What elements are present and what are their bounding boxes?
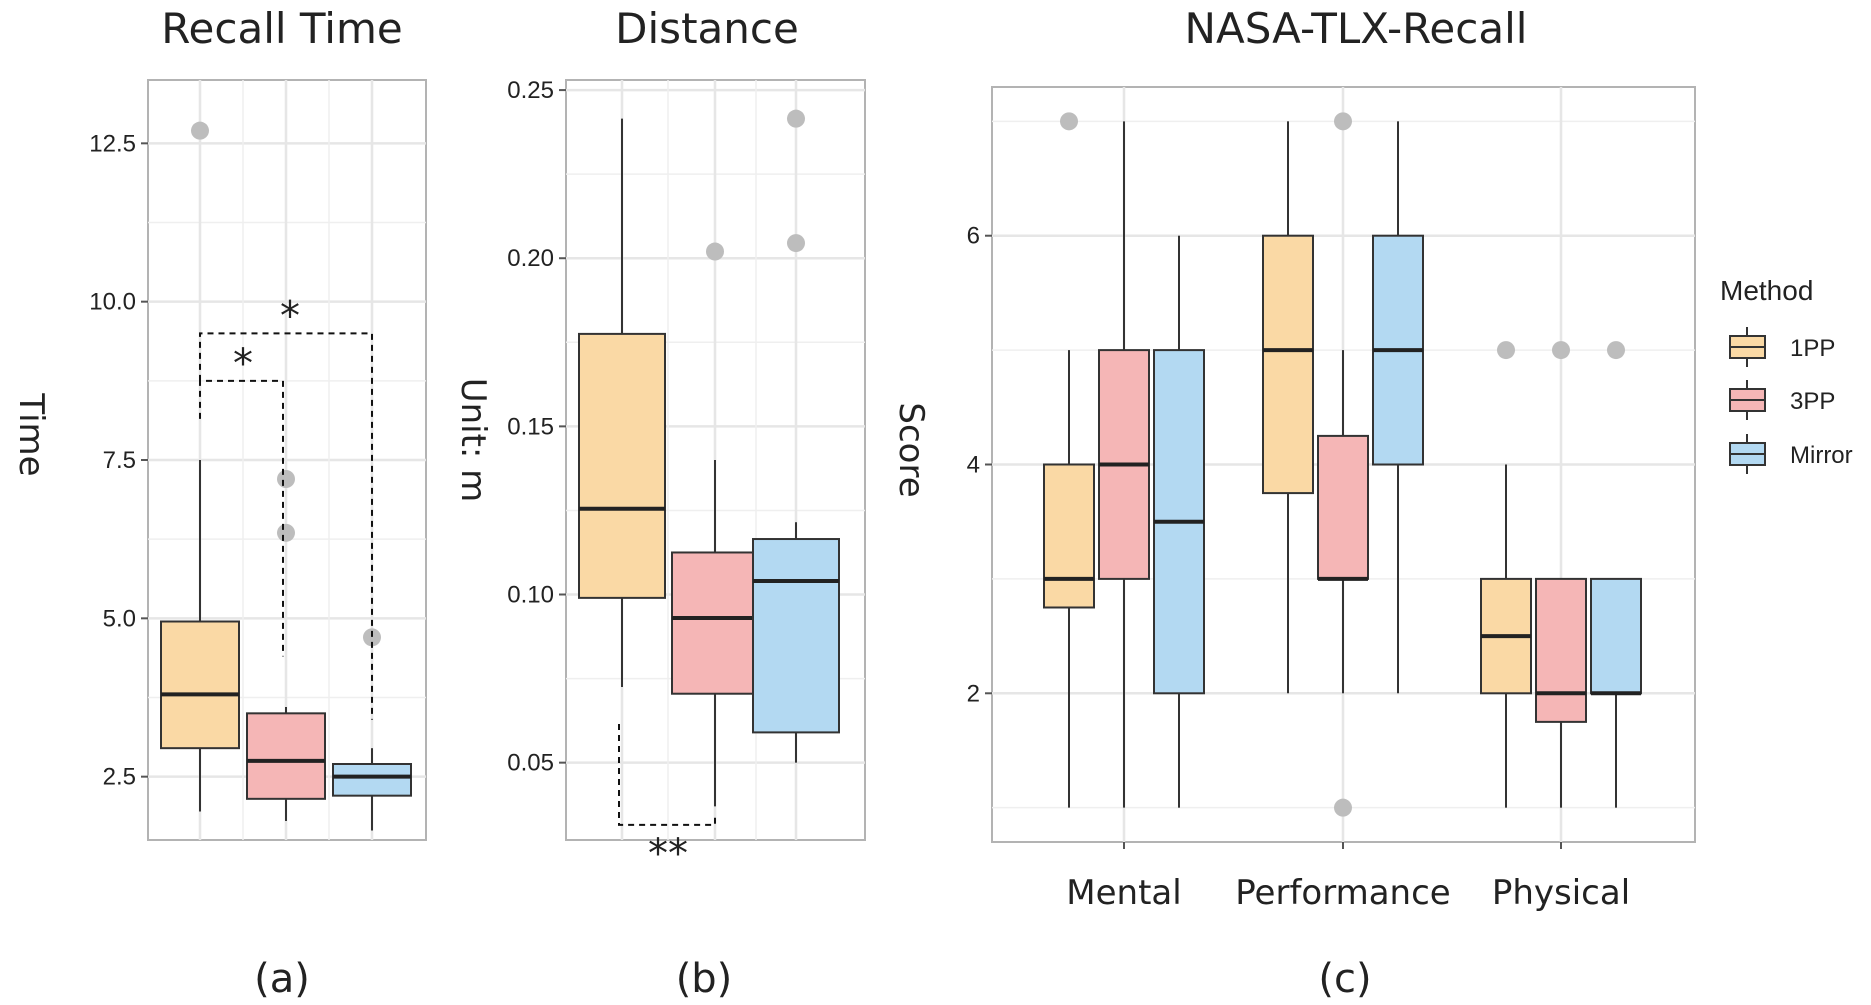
recall-time-plot: 2.5 5.0 7.5 10.0 12.5 * * [89,79,427,841]
distance-caption: (b) [676,956,733,1002]
nasa-performance-3pp-outlier [1334,798,1352,817]
y-tick-label: 0.05 [507,750,554,777]
distance-3pp-box [671,551,759,695]
nasa-mental-1pp-box [1043,463,1095,609]
panel-nasa-tlx-recall: 2 4 6 Mental Performance Physical NASA-TLX-Re… [891,4,1696,1002]
nasa-tlx-recall-caption: (c) [1318,956,1371,1002]
recall-time-1pp-box [160,620,240,750]
nasa-physical-3pp-box [1535,577,1587,723]
legend-label-mirror: Mirror [1790,442,1853,469]
y-tick-label: 0.15 [507,413,554,440]
recall-time-3pp-box [246,712,326,800]
nasa-physical-mirror-box [1590,577,1642,695]
recall-time-y-axis-title: Time [11,392,51,476]
distance-mirror-outlier [787,234,805,253]
significance-label-1: * [233,341,253,387]
nasa-tlx-recall-y-axis-title: Score [891,402,931,497]
nasa-performance-3pp-outlier [1334,112,1352,131]
distance-title: Distance [615,4,799,53]
legend-title: Method [1720,275,1813,306]
significance-label-2: * [280,293,300,339]
legend-item-1pp: 1PP [1729,327,1835,367]
panel-recall-time: 2.5 5.0 7.5 10.0 12.5 * * Recall Time Time (a) [11,4,427,1002]
legend-item-mirror: Mirror [1729,434,1853,474]
recall-time-mirror-box [332,763,412,797]
legend-label-1pp: 1PP [1790,335,1835,362]
legend-item-3pp: 3PP [1729,380,1835,420]
nasa-performance-3pp-box [1317,434,1369,580]
y-tick-label: 2.5 [103,764,136,791]
y-tick-label: 7.5 [103,447,136,474]
nasa-physical-1pp-outlier [1497,341,1515,360]
distance-y-axis-title: Unit: m [453,378,493,503]
significance-bracket-1 [618,723,716,826]
recall-time-1pp-outlier [191,121,209,140]
recall-time-caption: (a) [254,956,310,1002]
nasa-mental-1pp-outlier [1060,112,1078,131]
x-category-label-physical: Physical [1492,873,1630,913]
significance-bracket-1 [199,379,284,657]
distance-plot: 0.05 0.10 0.15 0.20 0.25 ** [507,77,866,877]
panel-distance: 0.050.100.150.200.25** Distance Unit: m … [453,4,866,1002]
y-tick-label: 5.0 [103,605,136,632]
recall-time-3pp-outlier [277,470,295,488]
nasa-physical-mirror-outlier [1607,341,1625,360]
y-tick-label: 6 [967,223,980,250]
y-tick-label: 12.5 [89,130,136,157]
nasa-tlx-recall-title: NASA-TLX-Recall [1185,4,1528,53]
y-tick-label: 4 [967,452,980,479]
distance-1pp-box [578,332,666,599]
significance-label-1: ** [648,831,688,877]
y-tick-label: 2 [967,680,980,707]
recall-time-title: Recall Time [161,4,402,53]
x-category-label-mental: Mental [1066,873,1181,913]
significance-bracket-2 [199,332,373,720]
nasa-tlx-recall-plot: 2 4 6 Mental Performance Physical [967,86,1696,913]
nasa-physical-3pp-outlier [1552,341,1570,360]
distance-3pp-outlier [706,242,724,261]
y-tick-label: 0.20 [507,245,554,272]
legend: Method 1PP 3PP Mirror [1720,275,1853,474]
x-category-label-performance: Performance [1235,873,1450,913]
recall-time-mirror-outlier [363,628,381,647]
recall-time-3pp-outlier [277,523,295,542]
distance-mirror-outlier [787,109,805,128]
nasa-performance-1pp-box [1262,234,1314,495]
y-tick-label: 0.10 [507,582,554,609]
y-tick-label: 0.25 [507,77,554,104]
y-tick-label: 10.0 [89,289,136,316]
distance-mirror-box [752,538,840,734]
legend-label-3pp: 3PP [1790,388,1835,415]
